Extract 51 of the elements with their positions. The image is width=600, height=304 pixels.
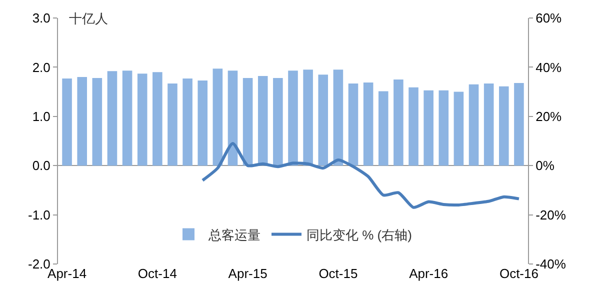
bar bbox=[318, 74, 328, 166]
y-tick-label: 3.0 bbox=[32, 10, 50, 26]
bar bbox=[92, 78, 102, 166]
bar bbox=[62, 78, 72, 166]
bar bbox=[363, 82, 374, 166]
x-tick-label: Oct-14 bbox=[138, 266, 177, 281]
x-tick-label: Oct-15 bbox=[318, 266, 358, 281]
bar bbox=[242, 78, 253, 166]
bar bbox=[424, 90, 434, 166]
bar bbox=[484, 83, 494, 166]
x-tick-label: Apr-16 bbox=[409, 266, 448, 281]
line-series bbox=[201, 142, 520, 209]
bar bbox=[303, 70, 313, 166]
y2-tick-label: -20% bbox=[536, 207, 566, 222]
y-tick-label: -2.0 bbox=[28, 256, 50, 272]
bar bbox=[438, 90, 449, 166]
bar bbox=[273, 78, 283, 166]
bar bbox=[107, 71, 118, 166]
bar bbox=[122, 70, 132, 166]
bar bbox=[228, 70, 238, 166]
bar bbox=[152, 72, 162, 166]
y-tick-label: -1.0 bbox=[28, 207, 50, 222]
bar bbox=[454, 92, 464, 166]
legend-label: 总客运量 bbox=[208, 227, 260, 242]
legend-label: 同比变化 % (右轴) bbox=[306, 227, 412, 242]
bar bbox=[378, 91, 388, 166]
y2-tick-label: 40% bbox=[536, 60, 562, 75]
bar bbox=[137, 74, 148, 166]
x-tick-label: Apr-15 bbox=[228, 266, 268, 281]
bar bbox=[198, 80, 208, 166]
bar bbox=[408, 87, 418, 166]
bar bbox=[514, 82, 524, 166]
y2-tick-label: 0% bbox=[536, 158, 555, 174]
bar bbox=[468, 84, 479, 166]
bar bbox=[212, 68, 223, 166]
y-tick-label: 1.0 bbox=[32, 108, 50, 124]
y2-tick-label: 60% bbox=[536, 10, 562, 26]
annotation: 十亿人 bbox=[69, 11, 108, 26]
bar bbox=[348, 83, 358, 166]
y2-tick-label: 20% bbox=[536, 108, 562, 124]
bar bbox=[77, 77, 87, 166]
bar bbox=[333, 70, 344, 166]
x-tick-label: Oct-16 bbox=[499, 266, 538, 281]
bar bbox=[168, 83, 178, 166]
y-tick-label: 0.0 bbox=[32, 158, 50, 174]
bar bbox=[394, 80, 404, 166]
bar bbox=[288, 70, 298, 166]
bar bbox=[182, 78, 192, 166]
y-tick-label: 2.0 bbox=[32, 60, 50, 75]
bar bbox=[258, 76, 268, 166]
bar bbox=[499, 86, 509, 166]
